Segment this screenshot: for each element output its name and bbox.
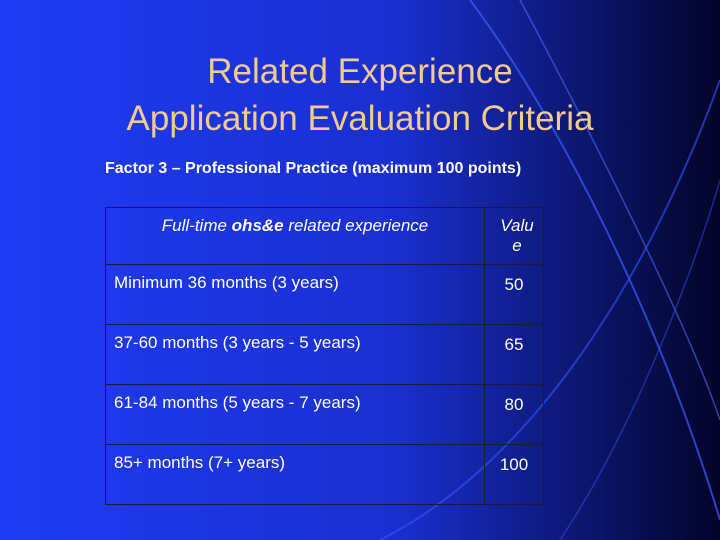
value-cell: 65: [484, 324, 544, 385]
header-text: Full-time: [161, 216, 232, 235]
experience-cell: 61-84 months (5 years - 7 years): [105, 384, 485, 445]
value-cell: 100: [484, 444, 544, 505]
table-row: 61-84 months (5 years - 7 years) 80: [105, 384, 544, 445]
table-row: Minimum 36 months (3 years) 50: [105, 264, 544, 325]
subtitle: Factor 3 – Professional Practice (maximu…: [105, 160, 522, 177]
title-line: Related Experience: [207, 52, 513, 91]
header-cell: Full-time ohs&e related experience: [105, 207, 485, 265]
header-text-bold: ohs&e: [231, 216, 284, 235]
experience-cell: 85+ months (7+ years): [105, 444, 485, 505]
table-row: 85+ months (7+ years) 100: [105, 444, 544, 505]
criteria-table: Full-time ohs&e related experience Value…: [105, 207, 544, 505]
title-line: Application Evaluation Criteria: [126, 99, 594, 138]
table-body: Full-time ohs&e related experience Value…: [105, 207, 544, 505]
value-cell: 80: [484, 384, 544, 445]
header-cell: Value: [484, 207, 544, 265]
header-text: related experience: [283, 216, 429, 235]
value-cell: 50: [484, 264, 544, 325]
experience-cell: 37-60 months (3 years - 5 years): [105, 324, 485, 385]
table-row: 37-60 months (3 years - 5 years) 65: [105, 324, 544, 385]
experience-cell: Minimum 36 months (3 years): [105, 264, 485, 325]
header-row: Full-time ohs&e related experience Value: [105, 207, 544, 265]
